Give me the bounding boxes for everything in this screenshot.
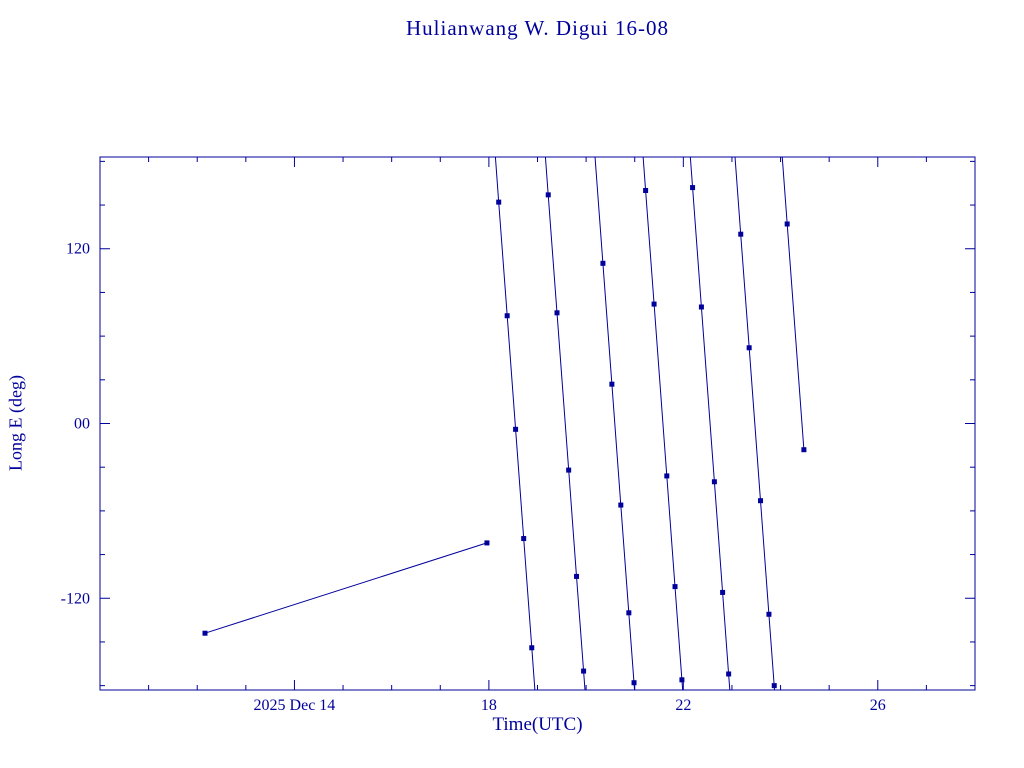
data-point-marker xyxy=(504,313,510,319)
data-point-marker xyxy=(521,536,527,542)
data-point-marker xyxy=(202,630,208,636)
y-tick-label: 120 xyxy=(66,241,90,258)
data-point-marker xyxy=(801,447,807,453)
y-tick-label: 00 xyxy=(74,416,90,433)
data-point-marker xyxy=(574,573,580,579)
data-point-marker xyxy=(545,192,551,198)
data-point-marker xyxy=(726,671,732,677)
data-point-marker xyxy=(672,584,678,590)
data-point-marker xyxy=(618,502,624,508)
x-tick-label: 2025 Dec 14 xyxy=(254,697,336,714)
series-line-ascending-segment xyxy=(204,542,488,634)
axes-frame xyxy=(99,156,976,691)
data-point-marker xyxy=(771,683,777,689)
data-point-marker xyxy=(496,199,502,205)
data-point-marker xyxy=(698,304,704,310)
data-point-marker xyxy=(651,301,657,307)
data-point-marker xyxy=(746,345,752,351)
data-point-marker xyxy=(720,589,726,595)
data-point-marker xyxy=(513,426,519,432)
data-point-marker xyxy=(738,231,744,237)
data-point-marker xyxy=(758,498,764,504)
data-point-marker xyxy=(529,645,535,651)
data-point-marker xyxy=(626,610,632,616)
chart-title: Hulianwang W. Digui 16-08 xyxy=(406,16,669,40)
data-point-marker xyxy=(690,185,696,191)
data-point-marker xyxy=(679,677,685,683)
data-point-marker xyxy=(581,668,587,674)
data-point-marker xyxy=(711,479,717,485)
x-axis-label: Time(UTC) xyxy=(492,714,583,735)
x-tick-label: 18 xyxy=(481,697,497,714)
series-group xyxy=(202,157,807,690)
series-line-pass-1 xyxy=(494,157,536,690)
data-point-marker xyxy=(566,467,572,473)
x-tick-label: 26 xyxy=(870,697,886,714)
series-line-pass-5 xyxy=(689,157,731,690)
series-line-pass-4 xyxy=(642,157,684,690)
data-point-marker xyxy=(600,260,606,266)
data-point-marker xyxy=(784,221,790,227)
data-point-marker xyxy=(554,310,560,316)
data-point-marker xyxy=(609,381,615,387)
series-line-pass-6 xyxy=(734,157,776,690)
data-point-marker xyxy=(643,187,649,193)
data-point-marker xyxy=(664,473,670,479)
series-line-pass-7 xyxy=(781,157,805,450)
data-point-marker xyxy=(631,680,637,686)
y-tick-label: -120 xyxy=(61,590,90,607)
data-point-marker xyxy=(766,611,772,617)
x-tick-label: 22 xyxy=(675,697,691,714)
series-line-pass-3 xyxy=(594,157,636,690)
axis-ticks xyxy=(100,157,975,690)
series-line-pass-2 xyxy=(544,157,586,690)
tick-labels: 2025 Dec 14 18 22 26 -120 00 120 xyxy=(61,241,886,714)
data-point-marker xyxy=(484,540,490,546)
